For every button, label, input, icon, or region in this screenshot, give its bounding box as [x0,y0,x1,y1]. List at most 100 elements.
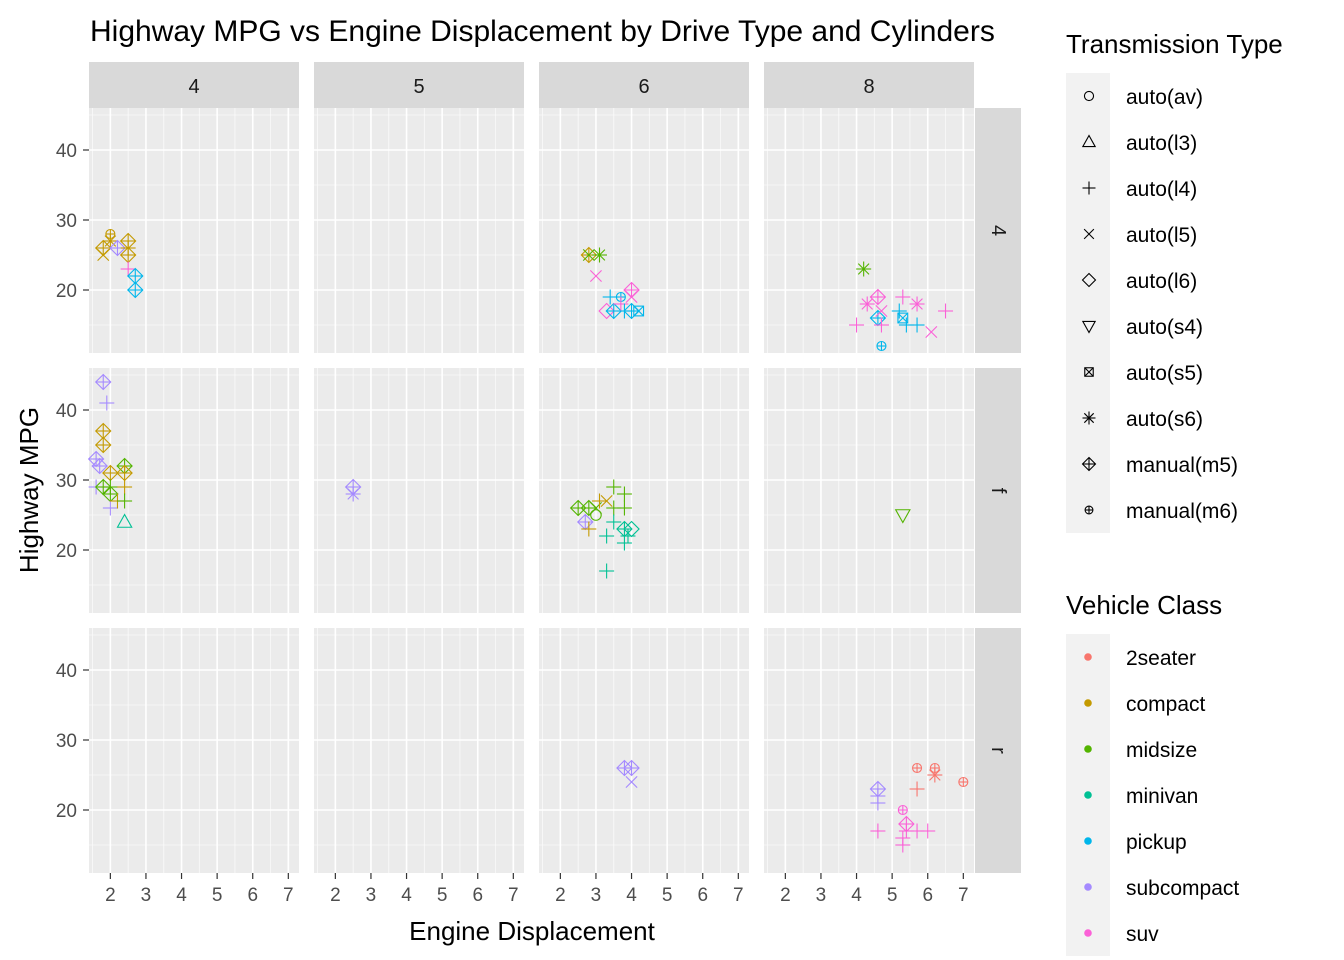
data-point [623,759,640,777]
x-tick-label: 6 [472,885,483,906]
legend-key-background [1066,73,1110,533]
data-point [909,317,925,333]
facet-strip-cyl-8 [764,62,974,108]
x-tick-label: 7 [958,885,969,906]
facet-strip-drv-r [975,628,1021,873]
x-axis-title: Engine Displacement [409,916,655,946]
x-tick-label: 4 [626,885,637,906]
legend-color-key [1084,745,1092,753]
legend-color-key [1084,699,1092,707]
data-point [94,436,112,454]
data-point [598,302,615,320]
x-tick-label: 4 [401,885,412,906]
data-point [117,479,133,495]
facet-strip-label: 6 [638,76,649,98]
axes: 20 30 40 20 30 40 20 30 40 2 3 4 5 6 7 2 3 4 5 6 7 2 3 4 5 6 7 2 3 4 5… [56,141,969,906]
facet-panel [539,628,749,873]
data-point [102,233,118,249]
y-tick-label: 40 [56,141,77,162]
facet-panel [314,108,524,353]
data-point [925,325,938,339]
y-axis-title: Highway MPG [14,407,44,573]
legend-label: suv [1126,923,1159,946]
data-point [606,514,622,530]
legend-label: auto(s4) [1126,316,1203,339]
data-point [625,290,638,304]
legend-color-key [1084,653,1092,661]
vehicle-class-legend-title: Vehicle Class [1066,590,1222,620]
data-point [602,289,618,305]
x-tick-label: 4 [851,885,862,906]
facet-strip-label: f [987,488,1009,494]
data-point [116,513,133,528]
legend-shape-key [1081,320,1097,334]
facet-panels: 4 5 6 8 4 f r [89,62,1021,873]
data-point [927,767,943,783]
x-tick-label: 5 [212,885,223,906]
facet-strip-label: 4 [188,76,199,98]
facet-panel [764,368,974,613]
x-tick-label: 6 [697,885,708,906]
y-tick-label: 40 [56,401,77,422]
data-point [592,247,608,263]
legend-shape-key [1083,90,1095,102]
data-point [895,837,911,853]
legend-shape-key [1081,272,1097,288]
data-point [600,494,613,508]
facet-panel [314,628,524,873]
data-point [97,248,110,262]
data-point [613,296,629,312]
data-point [625,775,638,789]
data-point [623,520,640,538]
x-tick-label: 3 [141,885,152,906]
data-point [856,261,872,277]
data-point [958,776,969,788]
y-tick-label: 20 [56,281,77,302]
y-tick-label: 30 [56,471,77,492]
legend-shape-key [1082,181,1096,195]
facet-panel [539,368,749,613]
facet-strip-drv-4 [975,108,1021,353]
data-point [102,500,118,516]
facet-strip-label: 5 [413,76,424,98]
legend-label: auto(s6) [1126,408,1203,431]
legend-color-key [1084,929,1092,937]
data-point [94,373,112,391]
x-tick-label: 6 [922,885,933,906]
data-point [599,563,615,579]
facet-panel [764,628,974,873]
data-point [891,303,907,319]
data-point [592,493,608,509]
data-point [599,528,615,544]
data-point [633,305,645,317]
legend-label: subcompact [1126,877,1239,900]
data-point [99,395,115,411]
x-tick-label: 4 [176,885,187,906]
facet-strip-cyl-6 [539,62,749,108]
legend-label: auto(l3) [1126,132,1197,155]
x-tick-label: 2 [330,885,341,906]
data-point [876,340,887,352]
data-point [875,304,888,318]
y-tick-label: 40 [56,661,77,682]
data-points [87,228,969,853]
data-point [909,781,925,797]
chart-title: Highway MPG vs Engine Displacement by Dr… [90,15,995,48]
legend-label: minivan [1126,785,1198,808]
legend-label: midsize [1126,739,1197,762]
x-tick-label: 3 [366,885,377,906]
data-point [895,289,911,305]
x-tick-label: 5 [437,885,448,906]
data-point [117,493,133,509]
facet-panel [89,108,299,353]
legend-label: pickup [1126,831,1187,854]
legend-label: auto(av) [1126,86,1203,109]
x-tick-label: 6 [247,885,258,906]
data-point [909,296,925,312]
facet-panel [314,368,524,613]
data-point [938,303,954,319]
legend-shape-key [1081,134,1097,148]
data-point [582,248,595,262]
facet-strip-label: 4 [987,225,1009,236]
